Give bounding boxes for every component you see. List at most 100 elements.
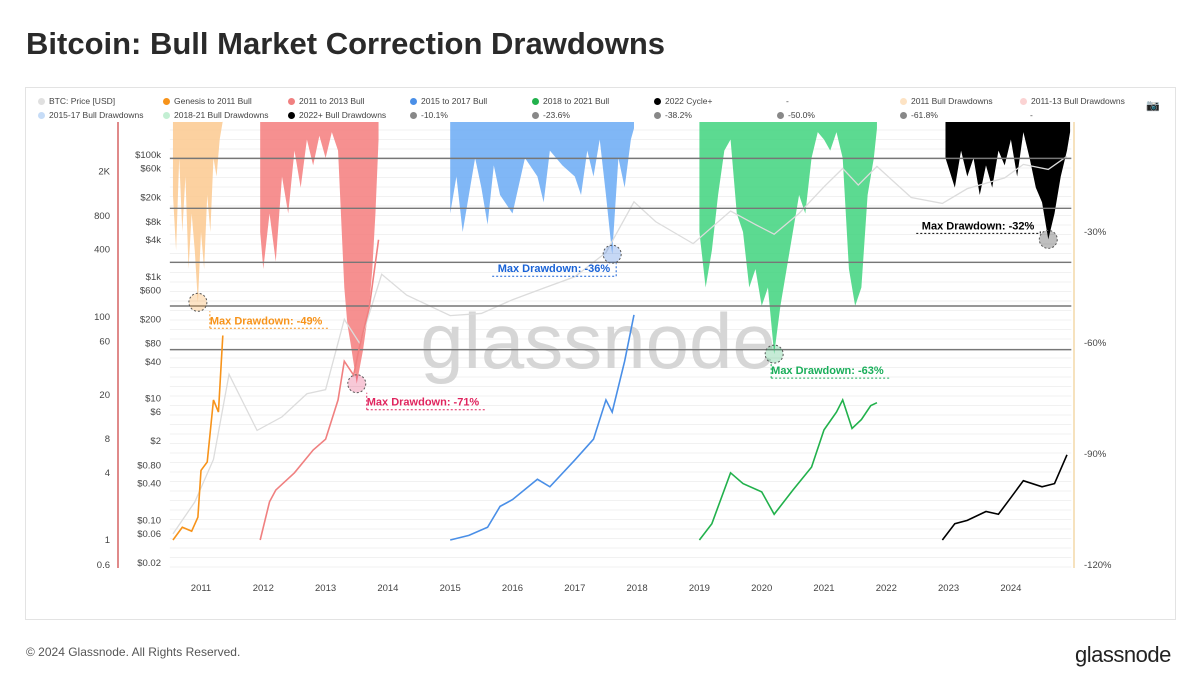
legend-label: 2011 to 2013 Bull [299,96,365,106]
price-tick-label: $80 [145,339,161,350]
right-tick-label: -30% [1084,227,1107,238]
legend-label: 2011 Bull Drawdowns [911,96,993,106]
legend-label: 2015-17 Bull Drawdowns [49,110,144,120]
legend-swatch [532,98,539,105]
legend-item[interactable]: -10.1% [410,110,448,120]
legend-label: -23.6% [543,110,570,120]
x-tick-label: 2022 [876,583,897,594]
multiple-tick-label: 20 [99,390,110,401]
legend-swatch [288,112,295,119]
copyright: © 2024 Glassnode. All Rights Reserved. [26,645,241,659]
drawdown-area-3 [450,122,634,255]
cycle-line-1 [172,335,224,541]
x-tick-label: 2014 [377,583,398,594]
legend-swatch [163,112,170,119]
legend-label: BTC: Price [USD] [49,96,116,106]
price-tick-label: $0.02 [137,558,161,569]
legend-swatch [288,98,295,105]
legend-item[interactable]: -23.6% [532,110,570,120]
legend-item[interactable]: Genesis to 2011 Bull [163,96,252,106]
legend-swatch [1020,98,1027,105]
max-drawdown-marker [1038,229,1058,249]
legend-label: -10.1% [421,110,448,120]
legend-item[interactable]: 2018-21 Bull Drawdowns [163,110,269,120]
multiple-tick-label: 60 [99,337,110,348]
price-tick-label: $10 [145,394,161,405]
cycle-line-2 [259,239,380,541]
price-tick-label: $0.10 [137,515,161,526]
cycle-line-4 [698,397,878,541]
legend-item[interactable]: 2011-13 Bull Drawdowns [1020,96,1125,106]
legend-item[interactable]: BTC: Price [USD] [38,96,115,106]
legend-item[interactable]: -38.2% [654,110,692,120]
multiple-tick-label: 400 [94,245,110,256]
drawdown-area-5 [945,122,1071,240]
legend-item[interactable]: 2015-17 Bull Drawdowns [38,110,144,120]
max-drawdown-label: Max Drawdown: -49% [210,315,323,327]
multiple-tick-label: 2K [98,167,110,178]
legend-label: 2018 to 2021 Bull [543,96,610,106]
cycle-line-3 [450,314,635,541]
multiple-tick-label: 0.6 [97,560,110,571]
legend-item[interactable]: 2022 Cycle+ [654,96,713,106]
multiple-tick-label: 1 [105,535,110,546]
drawdown-area-2 [260,122,379,384]
legend-label: 2022+ Bull Drawdowns [299,110,387,120]
legend-swatch [163,98,170,105]
legend-label: - [1030,110,1033,120]
watermark: glassnode [420,297,776,385]
x-tick-label: 2013 [315,583,336,594]
x-tick-label: 2011 [191,583,211,594]
legend-item[interactable]: 2011 Bull Drawdowns [900,96,993,106]
legend-item[interactable]: 2018 to 2021 Bull [532,96,609,106]
price-tick-label: $8k [146,217,162,228]
legend-label: -38.2% [665,110,692,120]
legend-label: 2011-13 Bull Drawdowns [1031,96,1125,106]
legend-swatch [38,112,45,119]
max-drawdown-label: Max Drawdown: -63% [771,365,884,377]
legend-item[interactable]: - [1030,110,1033,120]
legend-swatch [410,112,417,119]
legend-item[interactable]: - [786,96,789,106]
legend-label: - [786,96,789,106]
price-tick-label: $600 [140,285,161,296]
multiple-tick-label: 100 [94,312,110,323]
x-tick-label: 2015 [440,583,461,594]
x-tick-label: 2021 [813,583,834,594]
legend-swatch [38,98,45,105]
legend-item[interactable]: -50.0% [777,110,815,120]
multiple-tick-label: 800 [94,211,110,222]
legend-swatch [654,112,661,119]
x-tick-label: 2012 [253,583,274,594]
legend-swatch [900,98,907,105]
max-drawdown-marker [188,292,208,312]
price-tick-label: $60k [140,163,161,174]
x-tick-label: 2024 [1000,583,1021,594]
max-drawdown-label: Max Drawdown: -71% [367,397,480,409]
camera-icon[interactable]: 📷 [1146,100,1160,112]
price-tick-label: $200 [140,314,161,325]
legend-label: -50.0% [788,110,815,120]
btc-price-line [172,155,1068,535]
right-tick-label: -60% [1084,338,1107,349]
price-tick-label: $100k [135,150,161,161]
legend-swatch [900,112,907,119]
legend-swatch [532,112,539,119]
legend-label: 2015 to 2017 Bull [421,96,488,106]
drawdown-area-4 [699,122,877,355]
legend-item[interactable]: -61.8% [900,110,938,120]
right-tick-label: -90% [1084,449,1107,460]
max-drawdown-marker [347,374,367,394]
legend-item[interactable]: 2015 to 2017 Bull [410,96,487,106]
legend-item[interactable]: 2022+ Bull Drawdowns [288,110,386,120]
price-tick-label: $20k [140,193,161,204]
legend-label: 2018-21 Bull Drawdowns [174,110,269,120]
multiple-tick-label: 8 [105,434,110,445]
multiple-tick-label: 4 [105,468,110,479]
max-drawdown-label: Max Drawdown: -32% [922,220,1035,232]
max-drawdown-marker [764,344,784,364]
legend-label: Genesis to 2011 Bull [174,96,252,106]
legend-item[interactable]: 2011 to 2013 Bull [288,96,365,106]
legend-label: 2022 Cycle+ [665,96,713,106]
